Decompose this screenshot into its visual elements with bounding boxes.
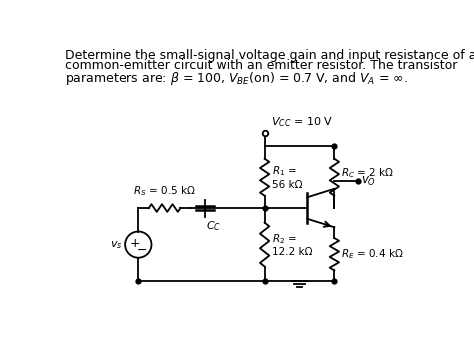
Text: common-emitter circuit with an emitter resistor. The transistor: common-emitter circuit with an emitter r… — [65, 59, 458, 73]
Text: $v_O$: $v_O$ — [361, 175, 376, 188]
Text: $R_C$ = 2 kΩ: $R_C$ = 2 kΩ — [341, 166, 394, 180]
Text: $R_E$ = 0.4 kΩ: $R_E$ = 0.4 kΩ — [341, 247, 404, 261]
Text: $R_2$ =
12.2 kΩ: $R_2$ = 12.2 kΩ — [272, 232, 312, 257]
Text: $C_C$: $C_C$ — [207, 219, 222, 233]
Text: $V_{CC}$ = 10 V: $V_{CC}$ = 10 V — [271, 116, 333, 130]
Text: −: − — [137, 244, 147, 257]
Text: $R_1$ =
56 kΩ: $R_1$ = 56 kΩ — [272, 165, 302, 190]
Text: $R_S$ = 0.5 kΩ: $R_S$ = 0.5 kΩ — [133, 184, 196, 198]
Text: parameters are: $\beta$ = 100, $V_{BE}$(on) = 0.7 V, and $V_A$ = $\infty$.: parameters are: $\beta$ = 100, $V_{BE}$(… — [65, 70, 408, 87]
Text: $v_s$: $v_s$ — [109, 239, 122, 251]
Text: +: + — [130, 236, 140, 250]
Text: Determine the small-signal voltage gain and input resistance of a: Determine the small-signal voltage gain … — [65, 48, 474, 62]
